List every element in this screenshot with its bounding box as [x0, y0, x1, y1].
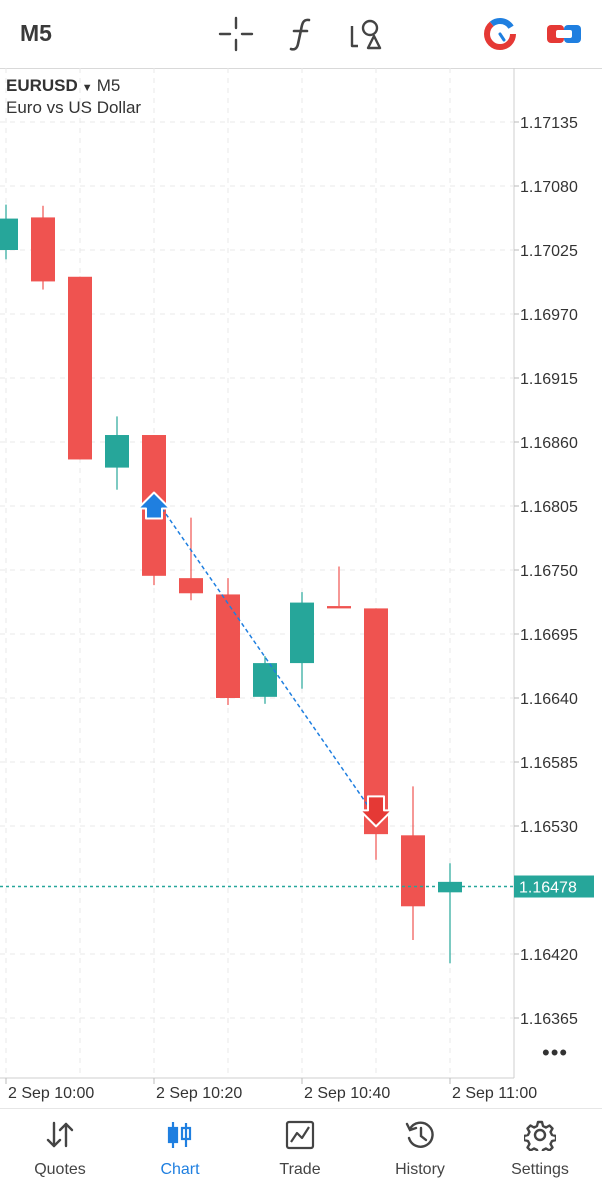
candle [253, 656, 277, 704]
history-icon [405, 1121, 434, 1148]
candle [438, 863, 462, 964]
indicators-icon[interactable] [282, 14, 322, 54]
more-icon[interactable]: ••• [542, 1040, 569, 1065]
time-axis: 2 Sep 10:00 2 Sep 10:20 2 Sep 10:40 2 Sep 1… [5, 1078, 537, 1102]
candle-body [253, 663, 277, 697]
tab-label: History [395, 1161, 445, 1178]
candle [31, 205, 55, 290]
tab-label: Quotes [34, 1161, 86, 1178]
candle-body [31, 217, 55, 282]
price-tick-label: 1.16970 [520, 307, 578, 324]
candle [327, 566, 351, 609]
price-tick-label: 1.16585 [520, 755, 578, 772]
trade-connector-line [157, 502, 375, 815]
time-tick-label: 2 Sep 10:20 [156, 1085, 242, 1102]
tab-quotes[interactable]: Quotes [0, 1109, 120, 1201]
candles [0, 204, 462, 964]
price-chart[interactable]: 1.17135 1.17080 1.17025 1.16970 1.16915 1.168… [0, 68, 602, 1108]
trade-icon [285, 1120, 315, 1150]
candle [105, 416, 129, 490]
candle [290, 592, 314, 689]
tab-label: Settings [511, 1161, 569, 1178]
candle-body [105, 435, 129, 468]
symbol-description: Euro vs US Dollar [6, 98, 142, 117]
current-price-badge [514, 875, 594, 898]
candle [401, 786, 425, 941]
current-price-label: 1.16478 [519, 880, 577, 897]
trade-timer-icon[interactable] [480, 14, 520, 54]
price-tick-label: 1.17080 [520, 179, 578, 196]
quotes-icon [46, 1121, 74, 1148]
price-tick-label: 1.17025 [520, 243, 578, 260]
price-tick-label: 1.16915 [520, 371, 578, 388]
candle [68, 276, 92, 460]
symbol-name: EURUSD [6, 76, 78, 95]
candle [179, 517, 203, 601]
tab-trade[interactable]: Trade [240, 1109, 360, 1201]
price-tick-label: 1.17135 [520, 115, 578, 132]
tab-label: Trade [279, 1161, 321, 1178]
price-tick-label: 1.16750 [520, 563, 578, 580]
price-tick-label: 1.16640 [520, 691, 578, 708]
sell-arrow-icon [359, 795, 393, 828]
top-toolbar: M5 [0, 0, 602, 69]
candle-body [327, 606, 351, 609]
chart-grid [0, 68, 515, 1079]
candle [0, 204, 18, 260]
objects-icon[interactable] [346, 14, 386, 54]
time-tick-label: 2 Sep 10:00 [8, 1085, 94, 1102]
symbol-label: EURUSD ▼ M5 [6, 76, 120, 96]
crosshair-icon[interactable] [216, 14, 256, 54]
tab-label: Chart [160, 1161, 200, 1178]
candle-body [0, 218, 18, 250]
candle-body [179, 578, 203, 594]
bottom-navigation: Quotes Chart Trade History [0, 1108, 602, 1201]
candle-body [290, 602, 314, 664]
price-tick-label: 1.16805 [520, 499, 578, 516]
price-tick-label: 1.16530 [520, 819, 578, 836]
symbol-period[interactable]: M5 [96, 76, 121, 95]
price-tick-label: 1.16365 [520, 1011, 578, 1028]
tab-history[interactable]: History [360, 1109, 480, 1201]
price-tick-label: 1.16860 [520, 435, 578, 452]
timeframe-button[interactable]: M5 [20, 20, 52, 46]
time-tick-label: 2 Sep 10:40 [304, 1085, 390, 1102]
time-tick-label: 2 Sep 11:00 [452, 1085, 537, 1102]
trade-markers [137, 491, 393, 828]
dropdown-caret-icon: ▼ [81, 82, 93, 94]
candle-body [216, 594, 240, 698]
price-tick-label: 1.16695 [520, 627, 578, 644]
buy-arrow-icon [137, 491, 171, 520]
price-axis: 1.17135 1.17080 1.17025 1.16970 1.16915 1.168… [0, 115, 594, 1028]
candle-body [68, 276, 92, 460]
one-click-trading-icon[interactable] [544, 14, 584, 54]
chart-area[interactable]: 1.17135 1.17080 1.17025 1.16970 1.16915 1.168… [0, 68, 602, 1108]
price-tick-label: 1.16420 [520, 947, 578, 964]
settings-icon [524, 1120, 556, 1151]
chart-icon [167, 1122, 192, 1148]
candle [216, 578, 240, 705]
candle-body [401, 835, 425, 907]
tab-settings[interactable]: Settings [480, 1109, 600, 1201]
tab-chart[interactable]: Chart [120, 1109, 240, 1201]
